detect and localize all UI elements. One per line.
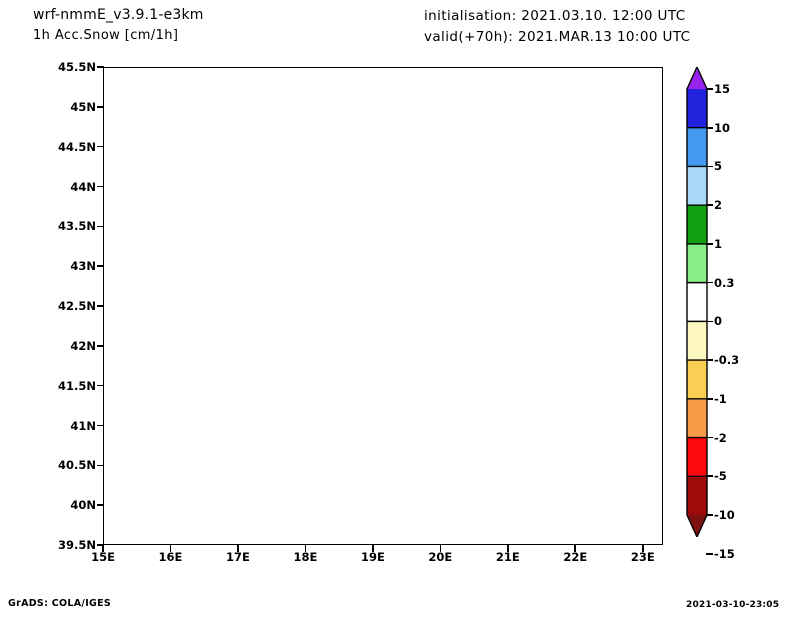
colorbar-level-label: 0.3 [714,275,735,290]
latitude-tick-mark [97,424,104,427]
colorbar-tick-mark [706,165,713,168]
colorbar-level-label: 0 [714,314,723,329]
colorbar-level-label: 10 [714,120,731,135]
colorbar-band [687,205,707,245]
variable-title: 1h Acc.Snow [cm/1h] [33,28,179,43]
longitude-tick-label: 19E [360,550,385,564]
colorbar-level-label: 15 [714,82,731,96]
model-title: wrf-nmmE_v3.9.1-e3km [33,7,204,23]
colorbar-tick-mark [706,436,713,439]
map-plot-area [103,67,663,545]
longitude-tick-label: 15E [91,550,115,564]
colorbar-tick-mark [706,552,713,555]
longitude-tick-mark [372,545,374,552]
latitude-tick-mark [97,504,104,506]
colorbar-tick-mark [706,243,713,245]
latitude-tick-label: 40N [70,498,96,513]
longitude-tick-mark [102,545,104,552]
colorbar-level-label: -1 [714,391,727,406]
latitude-tick-label: 40.5N [58,458,96,473]
latitude-tick-label: 44N [70,179,96,194]
longitude-tick-label: 23E [630,550,655,564]
latitude-tick-label: 39.5N [58,538,96,552]
latitude-tick-mark [97,145,104,148]
valid-time: valid(+70h): 2021.MAR.13 10:00 UTC [424,29,691,45]
longitude-tick-mark [169,545,172,552]
longitude-tick-mark [641,545,644,552]
colorbar-tick-mark [706,398,713,400]
colorbar-tick-mark [706,320,713,323]
colorbar-swatches [686,65,708,539]
colorbar-band [687,398,707,439]
colorbar-level-label: -10 [714,508,735,522]
colorbar-level-label: -2 [714,430,727,445]
latitude-tick-mark [97,345,104,347]
latitude-tick-mark [97,464,104,467]
colorbar-level-label: -15 [714,546,735,561]
colorbar-level-label: -0.3 [714,353,740,368]
colorbar-band [687,321,707,361]
latitude-tick-mark [97,305,104,307]
colorbar-band [687,89,707,129]
longitude-tick-label: 20E [428,550,453,564]
latitude-tick-label: 42.5N [58,299,96,313]
render-timestamp: 2021-03-10-23:05 [686,600,780,610]
colorbar-cap-bottom [687,515,707,537]
colorbar-level-label: 2 [714,198,723,213]
latitude-tick-mark [97,544,104,546]
colorbar-band [687,437,707,477]
latitude-tick-mark [97,265,104,267]
colorbar-tick-mark [706,204,713,206]
longitude-tick-label: 21E [495,550,520,564]
longitude-tick-mark [507,545,509,552]
longitude-tick-mark [304,545,307,552]
latitude-tick-label: 44.5N [58,139,96,154]
grads-credit: GrADS: COLA/IGES [8,598,112,609]
longitude-tick-label: 18E [293,550,318,564]
colorbar-band [687,282,707,322]
longitude-tick-mark [439,545,442,552]
colorbar-level-label: 5 [714,159,723,174]
plot-border [103,67,663,545]
latitude-tick-mark [97,384,104,387]
initialisation-time: initialisation: 2021.03.10. 12:00 UTC [424,8,686,24]
latitude-tick-label: 42N [70,338,96,353]
colorbar-tick-mark [706,514,713,516]
colorbar-level-label: -5 [714,469,727,484]
latitude-tick-mark [97,185,104,188]
longitude-tick-label: 16E [158,550,183,564]
latitude-tick-mark [97,225,104,228]
colorbar-tick-mark [706,126,713,129]
colorbar-band [687,476,707,516]
longitude-tick-mark [574,545,577,552]
colorbar-band [687,166,707,206]
longitude-tick-label: 17E [226,550,250,564]
colorbar-cap-top [687,67,707,89]
latitude-tick-label: 41N [70,418,96,433]
colorbar-band [687,243,707,284]
latitude-tick-label: 43N [70,259,96,274]
latitude-tick-label: 41.5N [58,378,96,393]
longitude-tick-mark [237,545,239,552]
colorbar [686,65,708,539]
colorbar-band [687,127,707,167]
latitude-tick-label: 43.5N [58,219,96,234]
colorbar-tick-mark [706,281,713,284]
latitude-tick-label: 45.5N [58,60,96,74]
longitude-tick-label: 22E [563,550,588,564]
colorbar-tick-mark [706,359,713,361]
latitude-tick-label: 45N [70,99,96,114]
latitude-tick-mark [97,106,104,108]
colorbar-tick-mark [706,475,713,478]
colorbar-level-label: 1 [714,236,723,251]
colorbar-tick-mark [706,88,713,90]
colorbar-band [687,360,707,400]
latitude-tick-mark [97,66,104,68]
